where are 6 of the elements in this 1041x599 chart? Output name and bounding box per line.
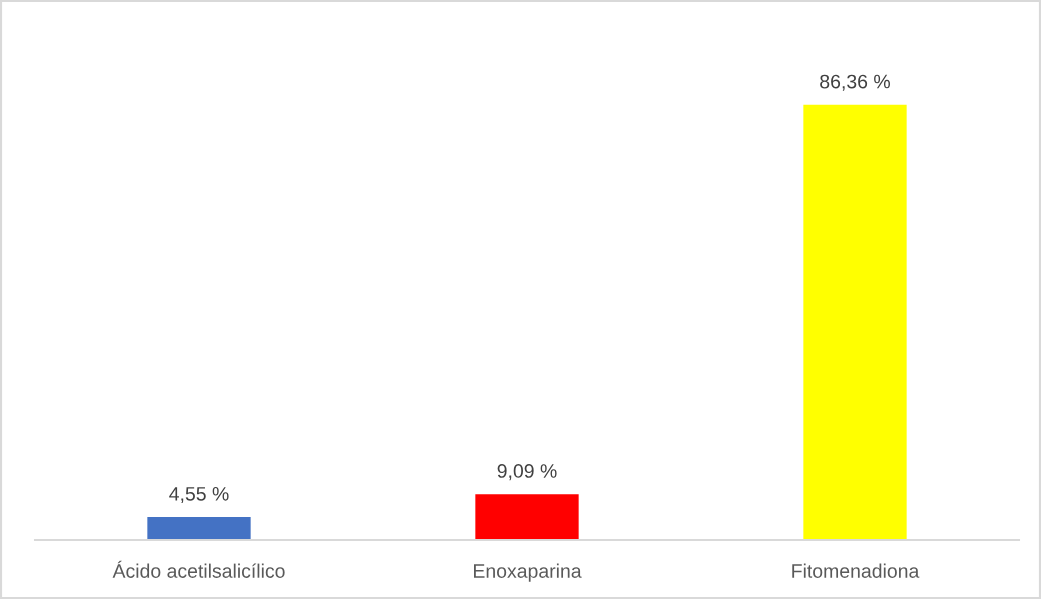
x-tick-label: Enoxaparina	[474, 563, 582, 582]
x-tick-label: Ácido acetilsalicílico	[112, 560, 285, 578]
data-label: 9,09 %	[497, 464, 557, 481]
data-label: 86,36 %	[820, 74, 890, 91]
x-tick-label: Fitomenadiona	[792, 563, 920, 578]
data-label: 4,55 %	[169, 487, 229, 504]
